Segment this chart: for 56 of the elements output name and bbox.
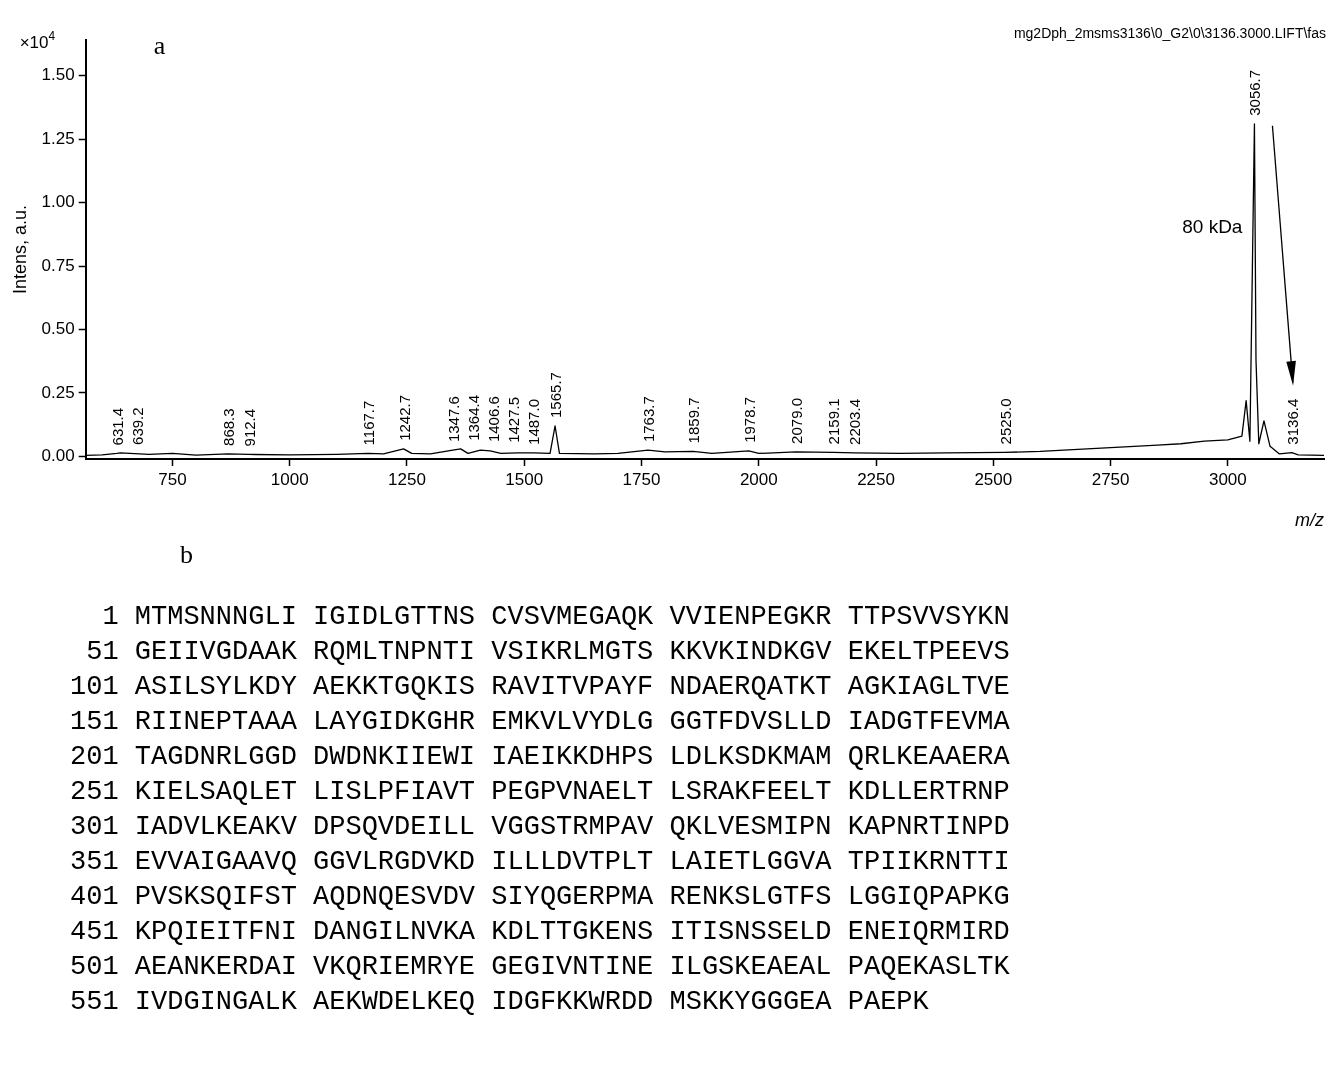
annotation: 1167.7 xyxy=(360,400,378,446)
text: 201 TAGDNRLGGD DWDNKIIEWI IAEIKKDHPS LDLKSDKMAM QRLKEAAERA xyxy=(70,742,1011,774)
text: 551 IVDGINGALK AEKWDELKEQ IDGFKKWRDD MSKKYGGGEA PAEPK xyxy=(70,987,930,1019)
text: 451 KPQIEITFNI DANGILNVKA KDLTTGKENS ITISNSSELD ENEIQRMIRD xyxy=(70,917,1011,949)
y-tick-label: 0.00 xyxy=(41,446,75,466)
annotation: 1242.7 xyxy=(395,394,413,441)
annotation: 2159.1 xyxy=(825,398,843,445)
x-tick-label: 2500 xyxy=(974,469,1013,489)
y-axis-title: Intens, a.u. xyxy=(9,204,30,295)
annotation: 1406.6 xyxy=(484,396,502,443)
y-tick-label: 1.00 xyxy=(41,192,75,212)
annotation: 1565.7 xyxy=(547,372,565,418)
annotation: 1427.5 xyxy=(504,396,522,443)
x-tick-label: 750 xyxy=(158,469,187,489)
x-axis-title: m/z xyxy=(1295,510,1324,531)
x-tick-label: 2750 xyxy=(1091,469,1130,489)
annotation: 3136.4 xyxy=(1283,398,1301,445)
y-tick-label: 0.25 xyxy=(41,382,75,402)
annotation: 1487.0 xyxy=(524,399,542,445)
x-tick-label: 2000 xyxy=(739,469,778,489)
y-tick-label: 1.50 xyxy=(41,65,75,85)
x-tick-label: 1500 xyxy=(505,469,544,489)
annotation: 2079.0 xyxy=(787,398,805,444)
text: 501 AEANKERDAI VKQRIEMRYE GEGIVNTINE ILGSKEAEAL PAQEKASLTK xyxy=(70,952,1011,984)
annotation: 2525.0 xyxy=(997,398,1015,445)
annotation: 631.4 xyxy=(108,407,126,446)
x-tick-label: 1250 xyxy=(388,469,426,489)
x-tick-label: 1750 xyxy=(622,469,661,489)
annotation: 868.3 xyxy=(219,408,237,446)
annotation: a xyxy=(153,31,166,60)
x-tick-label: 3000 xyxy=(1208,469,1247,489)
text: 401 PVSKSQIFST AQDNQESVDV SIYQGERPMA RENKSLGTFS LGGIQPAPKG xyxy=(70,882,1011,914)
x-tick-label: 2250 xyxy=(857,469,895,489)
annotation: mg2Dph_2msms3136\0_G2\0\3136.3000.LIFT\fas xyxy=(1013,25,1326,41)
text: b xyxy=(180,540,193,570)
y-tick-label: 0.75 xyxy=(41,255,75,275)
annotation: 2203.4 xyxy=(846,399,864,445)
y-tick-label: 1.25 xyxy=(41,128,75,148)
annotation: 80 kDa xyxy=(1182,216,1243,238)
annotation: 1347.6 xyxy=(444,396,462,443)
text: 51 GEIIVGDAAK RQMLTNPNTI VSIKRLMGTS KKVKINDKGV EKELTPEEVS xyxy=(85,637,1011,669)
text: 351 EVVAIGAAVQ GGVLRGDVKD ILLLDVTPLT LAIETLGGVA TPIIKRNTTI xyxy=(70,847,1011,879)
text: 151 RIINEPTAAA LAYGIDKGHR EMKVLVYDLG GGTFDVSLLD IADGTFEVMA xyxy=(70,707,1011,739)
text: 1 MTMSNNNGLI IGIDLGTTNS CVSVMEGAQK VVIENPEGKR TTPSVVSYKN xyxy=(101,602,1011,634)
text: 251 KIELSAQLET LISLPFIAVT PEGPVNAELT LSRAKFEELT KDLLERTRNP xyxy=(70,777,1011,809)
text: 301 IADVLKEAKV DPSQVDEILL VGGSTRMPAV QKLVESMIPN KAPNRTINPD xyxy=(70,812,1011,844)
annotation: 912.4 xyxy=(240,408,258,447)
annotation: 1364.4 xyxy=(464,394,482,441)
annotation: 1978.7 xyxy=(740,396,758,443)
annotation: 3056.7 xyxy=(1246,69,1264,116)
x-tick-label: 1000 xyxy=(270,469,309,489)
annotation: 639.2 xyxy=(128,407,146,445)
text: 101 ASILSYLKDY AEKKTGQKIS RAVITVPAYF NDAERQATKT AGKIAGLTVE xyxy=(70,672,1011,704)
annotation: 1859.7 xyxy=(684,397,702,444)
annotation: 1763.7 xyxy=(639,396,657,443)
y-tick-label: 0.50 xyxy=(41,319,75,339)
